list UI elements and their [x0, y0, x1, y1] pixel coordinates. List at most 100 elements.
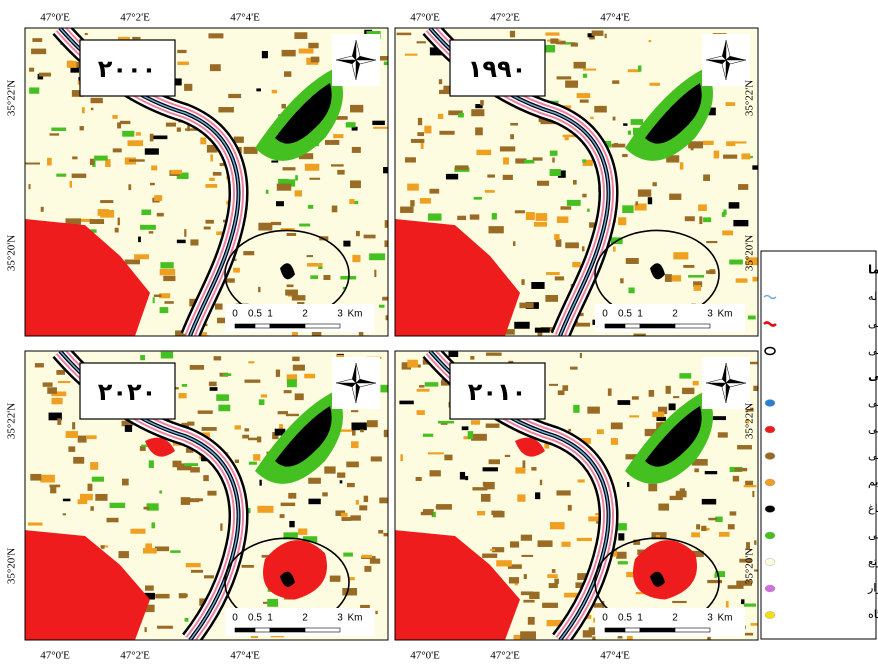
- land-patch: [128, 184, 131, 190]
- land-patch: [92, 477, 104, 482]
- land-patch: [43, 382, 53, 386]
- land-patch: [722, 230, 733, 235]
- land-patch: [324, 466, 335, 473]
- legend-label: فاقد پوشش گیاهی: [868, 449, 878, 462]
- legend-label: درختچه زار: [867, 582, 878, 595]
- land-patch: [438, 114, 443, 119]
- land-patch: [341, 513, 348, 517]
- land-patch: [262, 51, 268, 58]
- land-patch: [417, 41, 426, 43]
- land-patch: [550, 522, 565, 529]
- land-patch: [496, 560, 512, 566]
- scale-segment: [675, 324, 710, 328]
- land-patch: [295, 175, 298, 180]
- land-patch: [514, 322, 529, 329]
- scale-label: 0: [232, 613, 238, 624]
- land-patch: [448, 351, 458, 357]
- latitude-label: 35°22'N: [744, 80, 756, 116]
- land-patch: [471, 420, 480, 425]
- land-patch: [259, 399, 265, 405]
- land-patch: [122, 479, 129, 486]
- land-patch: [294, 32, 307, 39]
- land-patch: [658, 504, 669, 511]
- land-patch: [521, 591, 534, 595]
- land-patch: [178, 393, 186, 398]
- scale-label: Km: [718, 613, 733, 624]
- land-patch: [707, 580, 722, 583]
- scale-label: 0: [602, 309, 608, 320]
- land-patch: [417, 389, 430, 392]
- land-patch: [140, 446, 146, 451]
- land-patch: [161, 352, 173, 359]
- land-patch: [562, 385, 568, 391]
- land-patch: [489, 459, 500, 464]
- land-patch: [333, 134, 343, 138]
- land-patch: [577, 538, 592, 541]
- land-patch: [160, 262, 173, 268]
- land-patch: [243, 251, 254, 255]
- land-patch: [145, 627, 147, 632]
- land-patch: [446, 174, 458, 180]
- land-patch: [531, 467, 536, 471]
- land-patch: [734, 468, 747, 471]
- land-patch: [341, 517, 351, 521]
- land-patch: [428, 452, 444, 454]
- land-patch: [465, 476, 468, 480]
- land-patch: [323, 275, 330, 280]
- land-patch: [429, 189, 439, 194]
- land-patch: [70, 181, 72, 188]
- land-patch: [80, 126, 84, 130]
- land-patch: [535, 492, 540, 499]
- land-patch: [152, 522, 155, 528]
- land-patch: [100, 210, 114, 218]
- land-patch: [350, 180, 361, 188]
- scale-label: 2: [302, 613, 308, 624]
- land-patch: [235, 425, 241, 429]
- land-patch: [407, 360, 418, 368]
- land-patch: [486, 353, 502, 356]
- scale-segment: [235, 628, 255, 632]
- land-patch: [565, 137, 569, 140]
- land-patch: [140, 355, 145, 360]
- land-patch: [416, 477, 422, 481]
- land-patch: [29, 184, 31, 189]
- land-patch: [510, 541, 519, 547]
- land-patch: [372, 121, 385, 125]
- land-patch: [364, 235, 376, 239]
- land-patch: [153, 135, 167, 139]
- north-arrow: [702, 357, 750, 409]
- land-patch: [242, 435, 249, 439]
- land-patch: [257, 436, 261, 442]
- land-patch: [712, 416, 726, 420]
- longitude-label: 47°0'E: [40, 650, 70, 662]
- land-patch: [649, 390, 655, 397]
- land-patch: [723, 155, 737, 159]
- legend-swatch: [765, 453, 775, 460]
- land-patch: [337, 170, 344, 175]
- land-patch: [127, 140, 143, 146]
- land-patch: [474, 197, 482, 200]
- latitude-label: 35°22'N: [6, 403, 18, 439]
- land-patch: [91, 108, 93, 110]
- land-patch: [399, 401, 413, 405]
- land-patch: [486, 424, 500, 428]
- land-patch: [470, 214, 479, 219]
- land-patch: [346, 122, 356, 127]
- land-patch: [583, 630, 592, 637]
- land-patch: [521, 279, 524, 285]
- land-patch: [726, 601, 729, 608]
- land-patch: [425, 382, 439, 386]
- land-patch: [340, 480, 343, 483]
- legend-swatch: [765, 585, 775, 592]
- scale-label: 0.5: [248, 309, 262, 320]
- land-patch: [170, 550, 180, 553]
- land-patch: [284, 71, 291, 77]
- land-patch: [63, 513, 66, 515]
- land-patch: [460, 472, 465, 480]
- scale-segment: [235, 324, 255, 328]
- land-patch: [547, 574, 557, 578]
- land-patch: [49, 485, 60, 488]
- land-patch: [352, 255, 360, 262]
- land-patch: [56, 174, 66, 177]
